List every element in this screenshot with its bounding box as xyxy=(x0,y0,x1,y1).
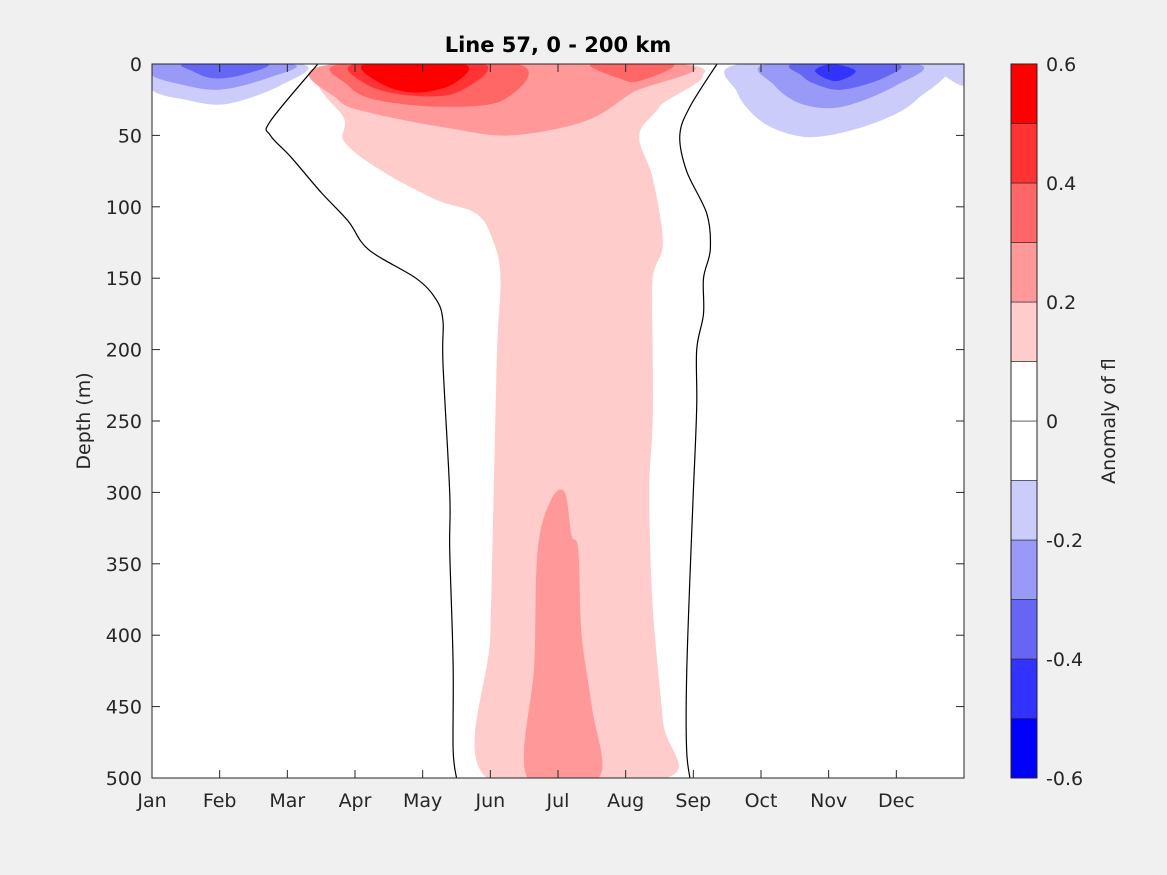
contour-region-18 xyxy=(153,715,236,778)
y-tick-label: 50 xyxy=(118,125,142,147)
y-tick-label: 250 xyxy=(106,411,142,433)
x-tick-label: Nov xyxy=(810,790,847,812)
colorbar-band xyxy=(1010,718,1038,779)
colorbar-tick-label: 0.6 xyxy=(1046,54,1076,76)
y-axis-label: Depth (m) xyxy=(73,372,95,469)
colorbar-band xyxy=(1010,361,1038,422)
chart-title: Line 57, 0 - 200 km xyxy=(445,33,672,57)
x-axis: Jan Feb Mar Apr May Jun Jul Aug Sep Oct Nov Dec xyxy=(136,64,915,812)
x-tick-label: Sep xyxy=(675,790,711,812)
colorbar: 0.6 0.4 0.2 0 -0.2 -0.4 -0.6 xyxy=(1010,54,1083,790)
contour-region-8 xyxy=(152,64,302,268)
y-tick-label: 450 xyxy=(106,697,142,719)
y-tick-label: 350 xyxy=(106,554,142,576)
contour-region-1 xyxy=(316,64,706,778)
colorbar-band xyxy=(1010,658,1038,719)
colorbar-band xyxy=(1010,301,1038,362)
colorbar-band xyxy=(1010,480,1038,541)
zero-contour-autumn xyxy=(679,64,718,778)
contour-region-11 xyxy=(180,64,269,79)
colorbar-band xyxy=(1010,599,1038,660)
contour-fills xyxy=(152,64,964,778)
contour-region-19 xyxy=(745,745,811,778)
x-tick-label: Mar xyxy=(269,790,305,812)
contour-region-14 xyxy=(929,64,964,86)
x-tick-label: Dec xyxy=(878,790,915,812)
contour-region-2 xyxy=(523,489,603,778)
y-tick-label: 300 xyxy=(106,482,142,504)
colorbar-tick-label: 0.4 xyxy=(1046,173,1076,195)
colorbar-band xyxy=(1010,182,1038,243)
colorbar-tick-label: -0.6 xyxy=(1046,768,1083,790)
x-tick-label: Jun xyxy=(474,790,505,812)
y-tick-label: 0 xyxy=(130,54,142,76)
colorbar-band xyxy=(1010,63,1038,124)
x-tick-label: Aug xyxy=(607,790,644,812)
y-tick-label: 400 xyxy=(106,625,142,647)
colorbar-tick-label: -0.2 xyxy=(1046,530,1083,552)
contour-region-7 xyxy=(360,64,469,93)
colorbar-label: Anomaly of fl xyxy=(1098,358,1120,484)
x-tick-label: Feb xyxy=(203,790,237,812)
y-axis: 0 50 100 150 200 250 300 350 400 450 500 xyxy=(106,54,964,790)
x-tick-label: Jan xyxy=(136,790,166,812)
x-tick-label: Apr xyxy=(339,790,372,812)
y-tick-label: 500 xyxy=(106,768,142,790)
contour-lines xyxy=(265,64,718,778)
colorbar-tick-label: 0 xyxy=(1046,411,1058,433)
x-tick-label: Jul xyxy=(546,790,570,812)
contour-region-17 xyxy=(815,64,856,82)
colorbar-band xyxy=(1010,123,1038,184)
x-tick-label: Oct xyxy=(745,790,778,812)
colorbar-tick-label: 0.2 xyxy=(1046,292,1076,314)
colorbar-frame xyxy=(1010,63,1038,779)
y-tick-label: 200 xyxy=(106,340,142,362)
colorbar-band xyxy=(1010,242,1038,303)
x-tick-label: May xyxy=(403,790,442,812)
y-tick-label: 100 xyxy=(106,197,142,219)
y-tick-label: 150 xyxy=(106,268,142,290)
colorbar-band xyxy=(1010,420,1038,481)
zero-contour-spring xyxy=(265,64,458,778)
colorbar-tick-label: -0.4 xyxy=(1046,649,1083,671)
colorbar-band xyxy=(1010,539,1038,600)
contour-region-5 xyxy=(590,64,675,83)
